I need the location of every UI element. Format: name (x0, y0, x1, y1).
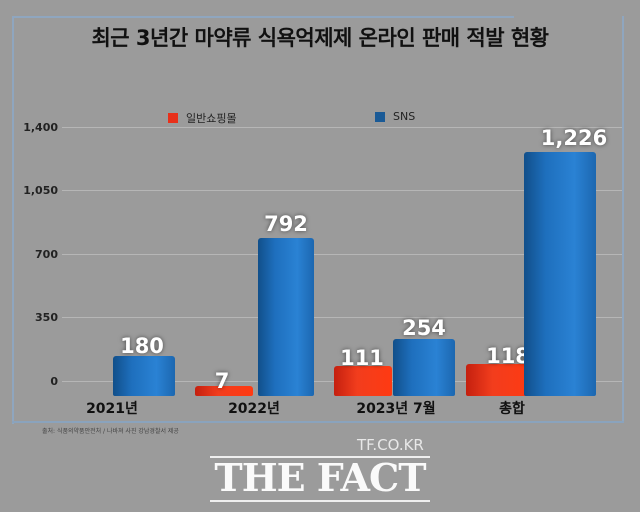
value-label: 111 (340, 346, 384, 370)
brand-rule-top (210, 456, 430, 458)
source-note: 출처: 식품의약품안전처 / 나바져 사진 강남경찰서 제공 (42, 428, 179, 435)
x-label: 2021년 (86, 401, 138, 417)
legend-swatch-blue (375, 111, 385, 122)
legend-swatch-red (168, 113, 178, 123)
value-label: 792 (264, 212, 308, 236)
chart-title: 최근 3년간 마약류 식욕억제제 온라인 판매 적발 현황 (91, 26, 549, 50)
gridline-1400 (62, 127, 622, 128)
bar-total-shop (466, 364, 532, 396)
brand-rule-bottom (210, 500, 430, 502)
legend-label: 일반쇼핑몰 (186, 112, 237, 125)
bar-2022-sns (258, 238, 314, 396)
value-label: 118 (486, 344, 530, 368)
value-label: 180 (120, 334, 164, 358)
brand-url: TF.CO.KR (357, 436, 424, 454)
bar-2023-sns (393, 339, 455, 396)
chart-frame-bottom (12, 421, 624, 423)
value-label: 7 (214, 369, 230, 393)
y-tick: 1,050 (23, 184, 58, 197)
chart-frame-right (622, 16, 624, 422)
gridline-700 (62, 254, 622, 255)
bar-2021-sns (113, 356, 175, 396)
bar-2023-shop (334, 366, 392, 396)
value-label: 254 (402, 316, 446, 340)
x-label: 2022년 (228, 401, 280, 417)
y-tick: 350 (35, 311, 58, 324)
bar-2022-shop (195, 386, 253, 396)
x-label: 총합 (499, 401, 525, 417)
y-tick: 1,400 (23, 121, 58, 134)
legend-label: SNS (393, 110, 416, 123)
x-label: 2023년 7월 (356, 401, 436, 417)
chart-frame (12, 16, 514, 424)
y-tick: 0 (50, 375, 58, 388)
gridline-1050 (62, 190, 622, 191)
legend-item-sns: SNS (375, 110, 415, 123)
legend-item-shopping-mall: 일반쇼핑몰 (168, 110, 237, 126)
gridline-350 (62, 317, 622, 318)
bar-total-sns (524, 152, 596, 396)
value-label: 1,226 (540, 126, 608, 150)
brand-logo: THE FACT (214, 455, 426, 500)
y-tick: 700 (35, 248, 58, 261)
